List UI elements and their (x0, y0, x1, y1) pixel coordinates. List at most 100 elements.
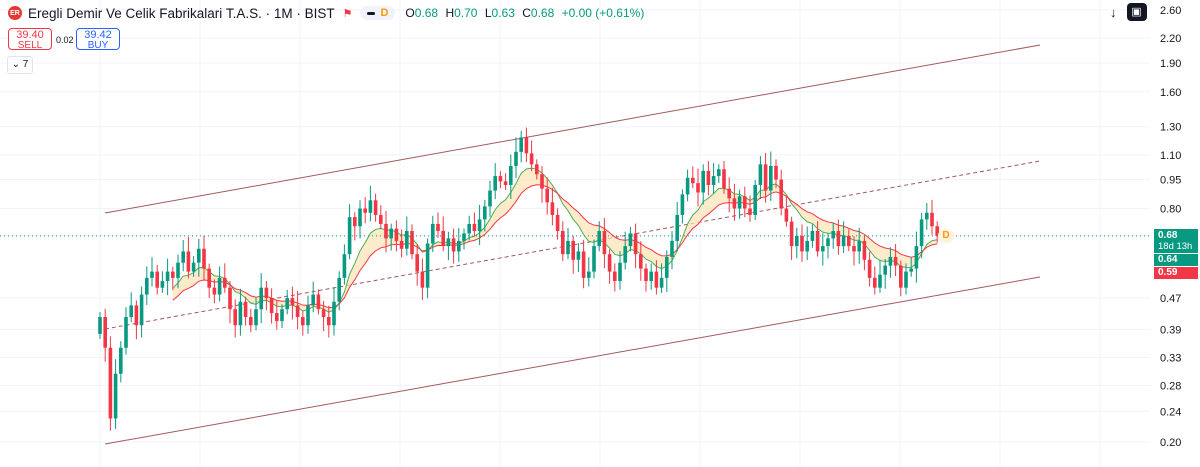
spread-value: 0.02 (56, 35, 74, 45)
price-tick-label: 1.60 (1160, 87, 1181, 99)
candle-body (420, 271, 425, 288)
candle-body (800, 235, 804, 252)
candle-body (290, 298, 295, 306)
minus-icon (367, 11, 376, 15)
price-tick-label: 0.95 (1160, 175, 1181, 187)
candle-body (587, 271, 591, 278)
buy-button[interactable]: 39.42 BUY (76, 28, 120, 51)
candle-body (212, 287, 217, 295)
candle-body (789, 221, 794, 247)
candle-body (295, 305, 300, 318)
candle-body (259, 287, 263, 310)
ma-slow-tag: 0.59 (1154, 267, 1198, 279)
candle-body (98, 317, 102, 334)
candle-body (264, 287, 269, 299)
candle-body (893, 256, 898, 266)
candle-body (269, 298, 274, 314)
ma-slow-line (172, 184, 938, 309)
candle-body (571, 240, 575, 260)
candle-body (254, 309, 258, 326)
candle-body (883, 265, 887, 275)
candle-body (311, 294, 315, 306)
candle-body (701, 170, 705, 193)
flag-icon[interactable]: ⚑ (342, 7, 353, 20)
candle-body (129, 305, 133, 318)
price-axis: 2.60 2.20 1.90 1.60 1.30 1.10 0.95 0.80 0.47 0.39… (1160, 5, 1181, 449)
candle-body (197, 248, 201, 263)
candle-body (223, 277, 227, 288)
symbol-logo-icon: ER (8, 6, 22, 20)
candle-body (410, 231, 414, 255)
candle-body (160, 281, 165, 288)
arrow-down-icon[interactable]: ↓ (1110, 4, 1117, 20)
change-value: +0.00 (+0.61%) (561, 6, 645, 20)
candle-body (774, 165, 778, 180)
chart-header: ER Eregli Demir Ve Celik Fabrikalari T.A… (0, 0, 648, 26)
channel-mid-line (104, 160, 1041, 330)
ohlc-readout: O0.68 H0.70 L0.63 C0.68 +0.00 (+0.61%) (405, 6, 645, 20)
candle-body (675, 214, 679, 241)
candle-body (202, 248, 206, 269)
candle-body (805, 240, 809, 252)
low-value: 0.63 (491, 6, 515, 20)
fullscreen-icon[interactable]: ▣ (1126, 3, 1147, 21)
candle-body (769, 165, 773, 191)
candle-body (368, 200, 373, 213)
candle-body (779, 179, 783, 209)
price-tick-label: 0.33 (1160, 353, 1181, 365)
ma-fast-tag: 0.64 (1154, 254, 1198, 266)
price-tick-label: 0.28 (1160, 380, 1181, 392)
candle-body (514, 151, 518, 166)
candle-body (493, 176, 497, 191)
candle-body (644, 268, 648, 282)
countdown-value: 18d 13h (1158, 241, 1193, 252)
candle-body (327, 317, 331, 326)
candle-body (119, 347, 123, 374)
candle-body (711, 176, 716, 185)
candle-body (446, 238, 451, 247)
candle-body (347, 217, 352, 255)
candle-body (722, 169, 726, 189)
candle-body (592, 246, 596, 272)
candle-body (337, 277, 341, 302)
buy-price: 39.42 (84, 29, 112, 41)
indicator-toggle[interactable]: D (360, 6, 396, 20)
candle-body (394, 228, 399, 241)
candle-body (316, 294, 321, 310)
price-tick-label: 1.10 (1160, 150, 1181, 162)
candle-body (732, 198, 737, 209)
close-value: 0.68 (530, 6, 555, 20)
candle-body (784, 208, 789, 222)
candle-body (691, 177, 695, 184)
candle-body (399, 240, 404, 249)
candle-body (243, 301, 248, 318)
candle-body (535, 164, 539, 175)
candle-body (134, 305, 139, 326)
candle-body (904, 271, 908, 288)
candle-body (795, 235, 799, 247)
last-price-tag: 0.68 18d 13h (1154, 229, 1198, 253)
candle-body (332, 301, 336, 326)
dividend-marker[interactable]: D (938, 229, 954, 243)
candle-body (685, 177, 690, 195)
sell-button[interactable]: 39.40 SELL (8, 28, 52, 51)
price-tick-label: 0.80 (1160, 204, 1181, 216)
candle-body (384, 223, 388, 239)
candle-body (867, 259, 872, 278)
candle-body (540, 174, 544, 189)
candle-body (618, 262, 622, 282)
candle-body (379, 214, 383, 224)
price-tick-label: 0.39 (1160, 325, 1181, 337)
candle-body (171, 271, 175, 278)
indicator-collapse-toggle[interactable]: ⌄ 7 (7, 56, 33, 74)
candle-body (306, 305, 310, 326)
symbol-title[interactable]: Eregli Demir Ve Celik Fabrikalari T.A.S.… (28, 5, 335, 21)
moving-average-ribbon (172, 167, 938, 313)
candle-body (550, 202, 555, 215)
candle-body (748, 208, 752, 215)
candle-body (628, 233, 633, 247)
candle-body (275, 313, 279, 322)
candle-body (150, 271, 154, 278)
candle-body (498, 176, 503, 182)
